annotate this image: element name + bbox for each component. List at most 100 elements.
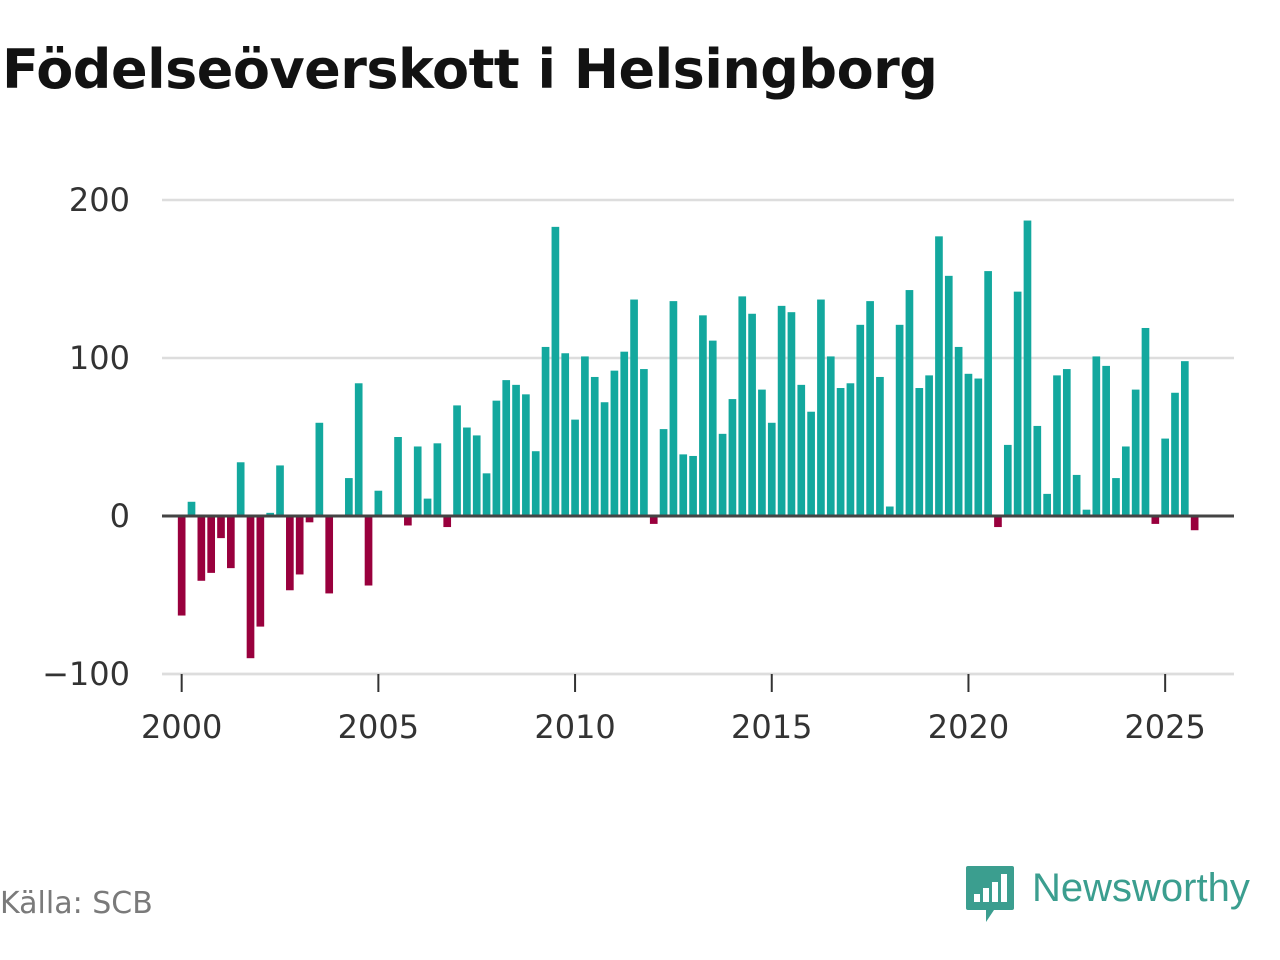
bar	[640, 369, 648, 516]
bar	[197, 516, 206, 581]
bar	[364, 516, 373, 586]
bar	[217, 516, 225, 539]
bar	[895, 324, 904, 516]
bar	[1121, 446, 1130, 516]
bar	[797, 384, 806, 516]
bar	[817, 299, 825, 516]
bar	[561, 353, 570, 516]
bar	[1112, 478, 1120, 516]
bar	[866, 301, 874, 516]
bar	[590, 376, 599, 516]
bar	[885, 506, 894, 516]
bar	[1171, 392, 1179, 516]
bar	[1043, 493, 1051, 516]
bar	[354, 383, 363, 516]
bar	[286, 516, 294, 591]
bar	[453, 405, 461, 516]
bar	[1072, 474, 1081, 516]
source-label: Källa: SCB	[0, 886, 153, 921]
bar	[974, 378, 983, 516]
bar	[748, 313, 756, 516]
bar	[374, 490, 383, 516]
x-tick-label: 2010	[534, 708, 615, 746]
bar	[1141, 327, 1150, 516]
bar	[649, 516, 658, 524]
bar	[305, 516, 314, 523]
newsworthy-logo-icon	[966, 866, 1014, 922]
bar	[295, 516, 304, 575]
bar	[423, 498, 432, 516]
bar	[1003, 444, 1012, 516]
bar	[413, 446, 422, 516]
brand-name: Newsworthy	[1032, 866, 1250, 910]
bar	[1161, 438, 1169, 516]
bar	[856, 324, 865, 516]
bar	[699, 315, 707, 516]
bar	[758, 389, 766, 516]
bar	[1033, 425, 1042, 516]
bar	[177, 516, 186, 616]
bar	[1013, 291, 1022, 516]
bar	[836, 388, 845, 516]
bar	[1082, 509, 1091, 516]
x-tick-label: 2025	[1124, 708, 1205, 746]
bar	[777, 305, 786, 516]
bar	[512, 384, 520, 516]
bar	[463, 427, 471, 516]
bar	[1190, 516, 1199, 531]
y-tick-label: −100	[42, 655, 130, 693]
bar	[1102, 365, 1110, 516]
bar	[679, 454, 688, 516]
bar	[954, 346, 963, 516]
bar	[1092, 356, 1101, 516]
x-tick-label: 2005	[338, 708, 419, 746]
y-tick-label: 200	[69, 181, 130, 219]
bar	[325, 516, 334, 594]
bar	[630, 299, 638, 516]
bar	[915, 388, 924, 516]
bar	[944, 275, 953, 516]
y-tick-label: 100	[69, 339, 130, 377]
bar	[276, 465, 284, 516]
bar	[345, 478, 353, 516]
bar	[187, 501, 196, 516]
bar	[246, 516, 255, 659]
bar	[1062, 369, 1071, 516]
bar	[669, 301, 678, 516]
bar	[433, 443, 442, 516]
bar	[787, 312, 796, 516]
bar	[826, 356, 835, 516]
chart-title: Födelseöverskott i Helsingborg	[2, 38, 938, 101]
bar	[394, 437, 402, 516]
bar	[1023, 220, 1032, 517]
bar	[905, 290, 914, 516]
y-tick-label: 0	[110, 497, 130, 535]
bar	[728, 399, 737, 516]
bar	[404, 516, 412, 526]
bar	[620, 351, 629, 516]
bar	[541, 346, 550, 516]
bar	[964, 373, 973, 516]
bar	[984, 271, 992, 516]
bar	[492, 400, 501, 516]
bar	[846, 383, 855, 516]
bars	[177, 220, 1199, 659]
bar	[266, 512, 275, 516]
bar	[472, 435, 481, 516]
bar	[994, 516, 1002, 528]
bar	[522, 394, 530, 516]
bar	[767, 422, 776, 516]
x-tick-label: 2015	[731, 708, 812, 746]
bar	[925, 375, 933, 516]
bar-chart: −100 0 100 200 2000 2005 2010 2015 2020 2025	[42, 181, 1234, 746]
bar	[207, 516, 216, 573]
bar	[227, 516, 235, 569]
bar	[1151, 516, 1160, 524]
bar	[1131, 389, 1140, 516]
bar	[600, 402, 609, 516]
bar	[689, 455, 697, 516]
bar	[708, 340, 717, 516]
bar	[482, 473, 491, 516]
bar	[315, 422, 324, 516]
bar	[443, 516, 452, 528]
